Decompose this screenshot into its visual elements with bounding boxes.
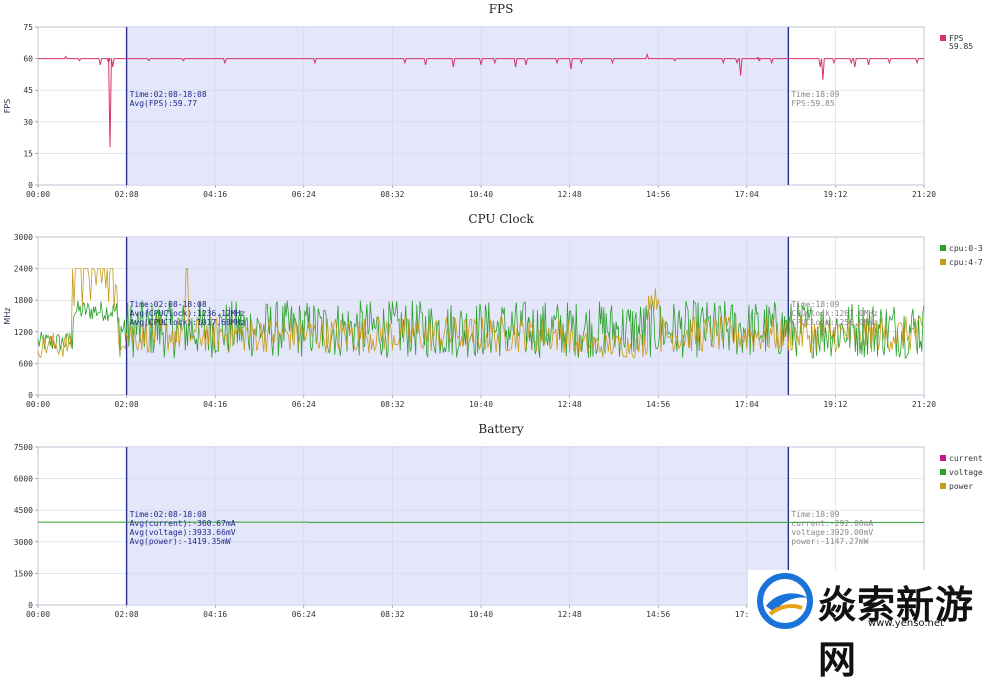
annotation-right-line: CPUClock:1267.0MHz xyxy=(791,309,878,318)
chart-title: Battery xyxy=(478,422,523,436)
y-tick-label: 60 xyxy=(23,55,33,64)
charts-canvas: 00:00 02:08 04:16 06:24 08:32 10:40 12:48 14:56… xyxy=(0,0,1000,633)
y-tick-label: 6000 xyxy=(14,475,33,484)
annotation-right-line: FPS:59.85 xyxy=(791,99,835,108)
legend-label: cpu:0-3 xyxy=(949,244,983,253)
x-tick-label: 19:12 xyxy=(823,400,847,409)
legend-label: voltage xyxy=(949,468,983,477)
x-tick-label: 00:00 xyxy=(26,400,50,409)
legend-swatch xyxy=(940,259,946,265)
x-tick-label: 12:48 xyxy=(558,610,582,619)
x-tick-label: 14:56 xyxy=(646,190,670,199)
y-tick-label: 3000 xyxy=(14,538,33,547)
x-tick-label: 06:24 xyxy=(292,610,316,619)
y-tick-label: 75 xyxy=(23,23,33,32)
annotation-left-line: Avg(CPUClock):1017.68MHz xyxy=(130,318,246,327)
legend-swatch xyxy=(940,483,946,489)
annotation-left-line: Avg(power):-1419.35mW xyxy=(130,537,231,546)
x-tick-label: 14:56 xyxy=(646,610,670,619)
annotation-right-line: power:-1147.27mW xyxy=(791,537,868,546)
x-tick-label: 12:48 xyxy=(558,400,582,409)
x-tick-label: 02:08 xyxy=(115,400,139,409)
legend-swatch xyxy=(940,469,946,475)
watermark-url: www.yenso.net xyxy=(868,618,944,629)
y-tick-label: 2400 xyxy=(14,265,33,274)
legend-label: power xyxy=(949,482,973,491)
x-tick-label: 12:48 xyxy=(558,190,582,199)
y-tick-label: 7500 xyxy=(14,443,33,452)
y-tick-label: 45 xyxy=(23,86,33,95)
annotation-left-line: Avg(CPUClock):1236.12MHz xyxy=(130,309,246,318)
x-tick-label: 02:08 xyxy=(115,190,139,199)
legend-swatch xyxy=(940,35,946,41)
annotation-left-line: Avg(voltage):3933.66mV xyxy=(130,528,236,537)
y-tick-label: 4500 xyxy=(14,506,33,515)
x-tick-label: 04:16 xyxy=(203,190,227,199)
annotation-right-line: Time:18:09 xyxy=(791,300,839,309)
annotation-left-line: Time:02:08-18:08 xyxy=(130,510,207,519)
annotation-right-line: Time:18:09 xyxy=(791,90,839,99)
x-tick-label: 04:16 xyxy=(203,610,227,619)
legend-swatch xyxy=(940,245,946,251)
x-tick-label: 10:40 xyxy=(469,610,493,619)
x-tick-label: 17:04 xyxy=(735,400,759,409)
x-tick-label: 06:24 xyxy=(292,400,316,409)
annotation-left-line: Time:02:08-18:08 xyxy=(130,90,207,99)
y-axis-label: MHz xyxy=(3,307,12,324)
x-tick-label: 06:24 xyxy=(292,190,316,199)
annotation-right-line: current:-292.00mA xyxy=(791,519,873,528)
selection-region xyxy=(127,27,789,185)
y-tick-label: 30 xyxy=(23,118,33,127)
x-tick-label: 21:20 xyxy=(912,190,936,199)
chart-title: CPU Clock xyxy=(468,212,534,226)
x-tick-label: 14:56 xyxy=(646,400,670,409)
y-tick-label: 15 xyxy=(23,149,33,158)
annotation-left-line: Time:02:08-18:08 xyxy=(130,300,207,309)
chart-title: FPS xyxy=(489,2,514,16)
x-tick-label: 10:40 xyxy=(469,400,493,409)
x-tick-label: 02:08 xyxy=(115,610,139,619)
x-tick-label: 08:32 xyxy=(380,190,404,199)
y-tick-label: 3000 xyxy=(14,233,33,242)
x-tick-label: 21:20 xyxy=(912,400,936,409)
legend-value: 59.85 xyxy=(949,42,973,51)
annotation-left-line: Avg(FPS):59.77 xyxy=(130,99,198,108)
y-tick-label: 1800 xyxy=(14,296,33,305)
annotation-right-line: CPUClock:1258.0MHz xyxy=(791,318,878,327)
watermark: 焱索新游网 www.yenso.net xyxy=(748,570,1000,633)
x-tick-label: 19:12 xyxy=(823,190,847,199)
watermark-logo-icon xyxy=(756,572,814,630)
x-tick-label: 17:04 xyxy=(735,190,759,199)
annotation-left-line: Avg(current):-360.67mA xyxy=(130,519,236,528)
x-tick-label: 00:00 xyxy=(26,610,50,619)
x-tick-label: 08:32 xyxy=(380,610,404,619)
x-tick-label: 04:16 xyxy=(203,400,227,409)
y-axis-label: FPS xyxy=(3,99,12,114)
y-tick-label: 0 xyxy=(28,181,33,190)
x-tick-label: 00:00 xyxy=(26,190,50,199)
x-tick-label: 10:40 xyxy=(469,190,493,199)
annotation-right-line: voltage:3929.00mV xyxy=(791,528,873,537)
y-tick-label: 0 xyxy=(28,601,33,610)
y-tick-label: 0 xyxy=(28,391,33,400)
y-tick-label: 1500 xyxy=(14,569,33,578)
y-tick-label: 1200 xyxy=(14,328,33,337)
y-tick-label: 600 xyxy=(19,359,34,368)
annotation-right-line: Time:18:09 xyxy=(791,510,839,519)
legend-label: cpu:4-7 xyxy=(949,258,983,267)
x-tick-label: 08:32 xyxy=(380,400,404,409)
watermark-text: 焱索新游网 xyxy=(818,574,1000,684)
legend-label: current xyxy=(949,454,983,463)
legend-swatch xyxy=(940,455,946,461)
